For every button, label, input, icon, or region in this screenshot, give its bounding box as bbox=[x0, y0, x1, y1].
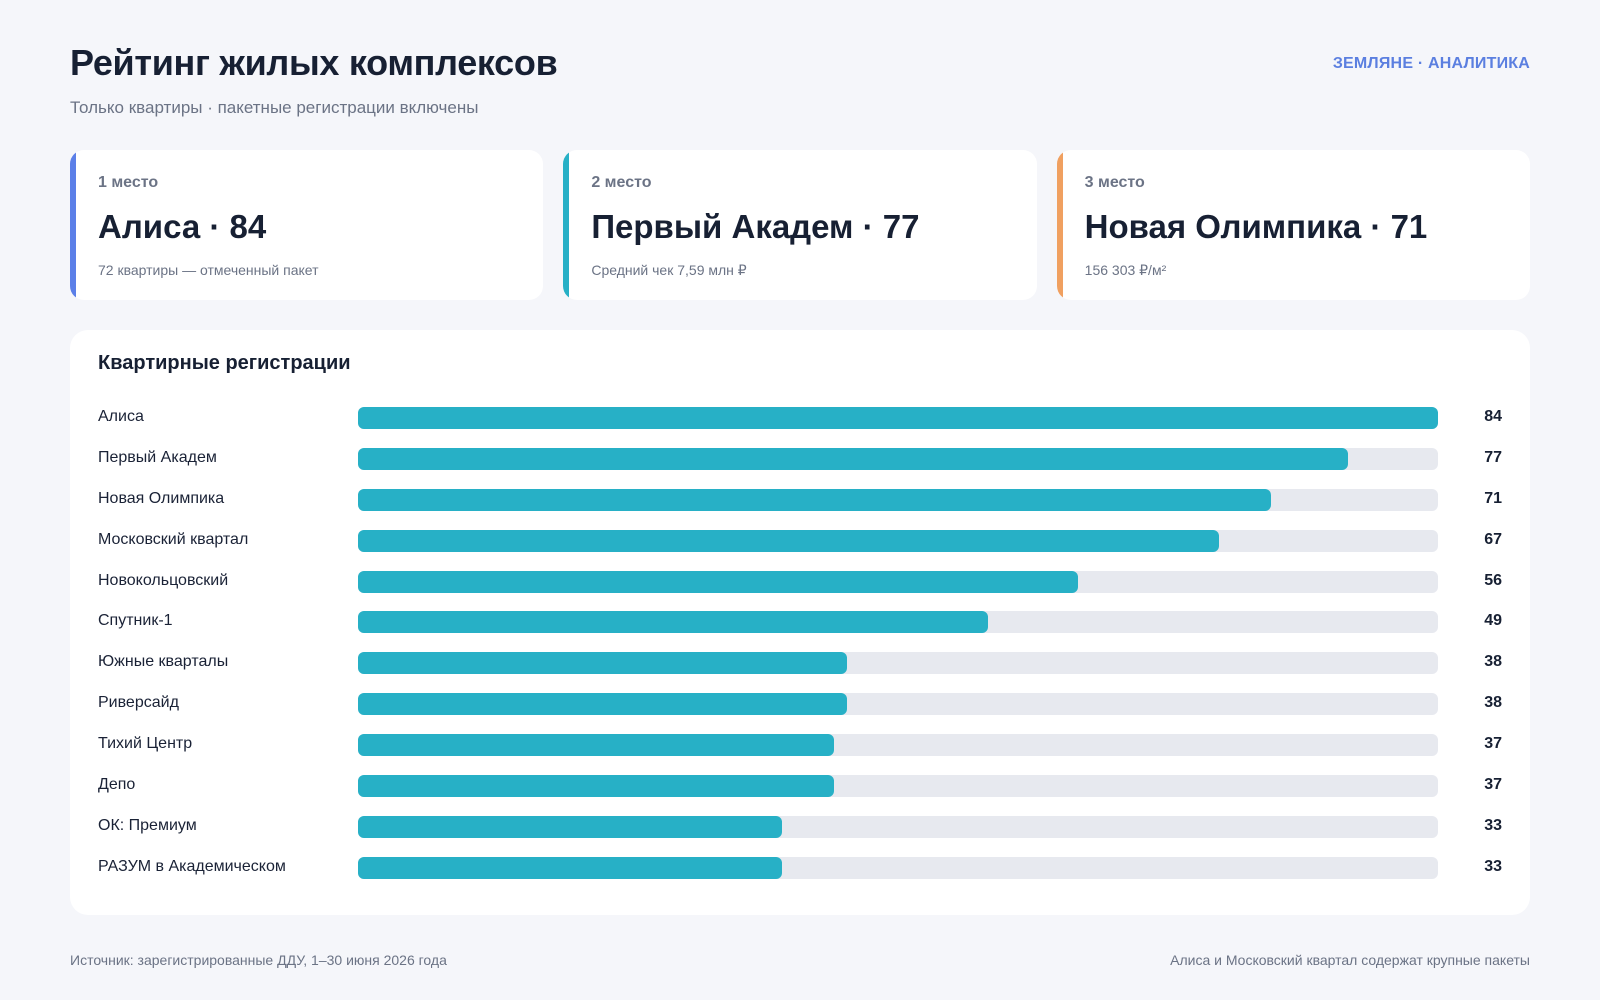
card-name: Алиса · 84 bbox=[98, 208, 267, 245]
bar-fill bbox=[358, 652, 847, 675]
bar-track bbox=[358, 693, 1438, 716]
bar-label: Южные кварталы bbox=[98, 653, 229, 671]
footer-note: Алиса и Московский квартал содержат круп… bbox=[1170, 952, 1530, 968]
brand-label: ЗЕМЛЯНЕ · АНАЛИТИКА bbox=[1332, 55, 1530, 72]
bar-fill bbox=[358, 775, 834, 798]
bar-value: 37 bbox=[1484, 735, 1502, 753]
bar-row: Московский квартал 67 bbox=[98, 521, 1502, 562]
card-first-place: 1 место Алиса · 84 72 квартиры — отмечен… bbox=[70, 150, 544, 300]
bar-track bbox=[358, 570, 1438, 593]
bar-value: 56 bbox=[1484, 571, 1502, 589]
card-accent bbox=[563, 150, 570, 300]
bar-value: 33 bbox=[1484, 857, 1502, 875]
card-note: 72 квартиры — отмеченный пакет bbox=[98, 262, 319, 278]
bar-row: Новая Олимпика 71 bbox=[98, 480, 1502, 521]
bar-track bbox=[358, 447, 1438, 470]
page-subtitle: Только квартиры · пакетные регистрации в… bbox=[70, 98, 479, 117]
bar-value: 84 bbox=[1484, 408, 1502, 425]
bar-label: Новокольцовский bbox=[98, 571, 229, 589]
bar-track bbox=[358, 856, 1438, 879]
bar-value: 67 bbox=[1484, 530, 1502, 548]
bar-fill bbox=[358, 611, 988, 634]
card-name: Новая Олимпика · 71 bbox=[1084, 208, 1428, 245]
bar-chart: Алиса 84 Первый Академ 77 Новая Олимпика 71 Мо… bbox=[98, 398, 1502, 889]
bar-label: Депо bbox=[98, 776, 136, 794]
bar-track bbox=[358, 611, 1438, 634]
bar-value: 71 bbox=[1484, 489, 1502, 507]
chart-title: Квартирные регистрации bbox=[98, 352, 351, 374]
bar-label: Алиса bbox=[98, 408, 144, 425]
bar-row: Алиса 84 bbox=[98, 398, 1502, 439]
card-rank: 1 место bbox=[98, 174, 159, 191]
bar-row: Первый Академ 77 bbox=[98, 439, 1502, 480]
bar-value: 38 bbox=[1484, 653, 1502, 671]
bar-label: Спутник-1 bbox=[98, 612, 173, 630]
bar-label: Московский квартал bbox=[98, 530, 249, 548]
top-three-cards: 1 место Алиса · 84 72 квартиры — отмечен… bbox=[70, 150, 1530, 300]
bar-label: Новая Олимпика bbox=[98, 489, 225, 507]
bar-track bbox=[358, 488, 1438, 511]
footer-source: Источник: зарегистрированные ДДУ, 1–30 и… bbox=[70, 952, 447, 968]
card-accent bbox=[70, 150, 76, 300]
card-note: 156 303 ₽/м² bbox=[1084, 262, 1167, 278]
bar-row: РАЗУМ в Академическом 33 bbox=[98, 848, 1502, 889]
bar-label: ОК: Премиум bbox=[98, 816, 197, 834]
bar-value: 49 bbox=[1484, 612, 1502, 630]
bar-fill bbox=[358, 447, 1348, 470]
bar-fill bbox=[358, 529, 1220, 552]
bar-row: Новокольцовский 56 bbox=[98, 562, 1502, 603]
card-rank: 2 место bbox=[591, 174, 652, 191]
page-title: Рейтинг жилых комплексов bbox=[70, 42, 558, 83]
card-third-place: 3 место Новая Олимпика · 71 156 303 ₽/м² bbox=[1056, 150, 1530, 300]
bar-track bbox=[358, 407, 1438, 429]
bar-fill bbox=[358, 407, 1438, 429]
bar-track bbox=[358, 529, 1438, 552]
bar-label: Риверсайд bbox=[98, 694, 179, 712]
bar-row: Депо 37 bbox=[98, 766, 1502, 807]
bar-row: Тихий Центр 37 bbox=[98, 725, 1502, 766]
bar-value: 33 bbox=[1484, 816, 1502, 834]
bar-track bbox=[358, 734, 1438, 757]
bar-label: Первый Академ bbox=[98, 448, 217, 466]
bar-row: Спутник-1 49 bbox=[98, 602, 1502, 643]
bar-row: ОК: Премиум 33 bbox=[98, 807, 1502, 848]
bar-value: 38 bbox=[1484, 694, 1502, 712]
bar-label: Тихий Центр bbox=[98, 735, 193, 753]
chart-panel: Квартирные регистрации Алиса 84 Первый Ака… bbox=[70, 330, 1530, 915]
bar-track bbox=[358, 815, 1438, 838]
card-accent bbox=[1056, 150, 1063, 300]
bar-track bbox=[358, 652, 1438, 675]
card-second-place: 2 место Первый Академ · 77 Средний чек 7… bbox=[563, 150, 1037, 300]
card-note: Средний чек 7,59 млн ₽ bbox=[591, 262, 747, 278]
bar-fill bbox=[358, 856, 783, 879]
bar-row: Южные кварталы 38 bbox=[98, 643, 1502, 684]
bar-track bbox=[358, 775, 1438, 798]
card-name: Первый Академ · 77 bbox=[591, 208, 920, 245]
bar-label: РАЗУМ в Академическом bbox=[98, 857, 286, 875]
bar-value: 77 bbox=[1484, 448, 1502, 466]
bar-fill bbox=[358, 734, 834, 757]
bar-fill bbox=[358, 693, 847, 716]
page-header: Рейтинг жилых комплексов Только квартиры… bbox=[70, 42, 1530, 122]
card-rank: 3 место bbox=[1084, 174, 1145, 191]
bar-value: 37 bbox=[1484, 776, 1502, 794]
bar-fill bbox=[358, 815, 783, 838]
bar-fill bbox=[358, 488, 1271, 511]
bar-row: Риверсайд 38 bbox=[98, 684, 1502, 725]
bar-fill bbox=[358, 570, 1078, 593]
